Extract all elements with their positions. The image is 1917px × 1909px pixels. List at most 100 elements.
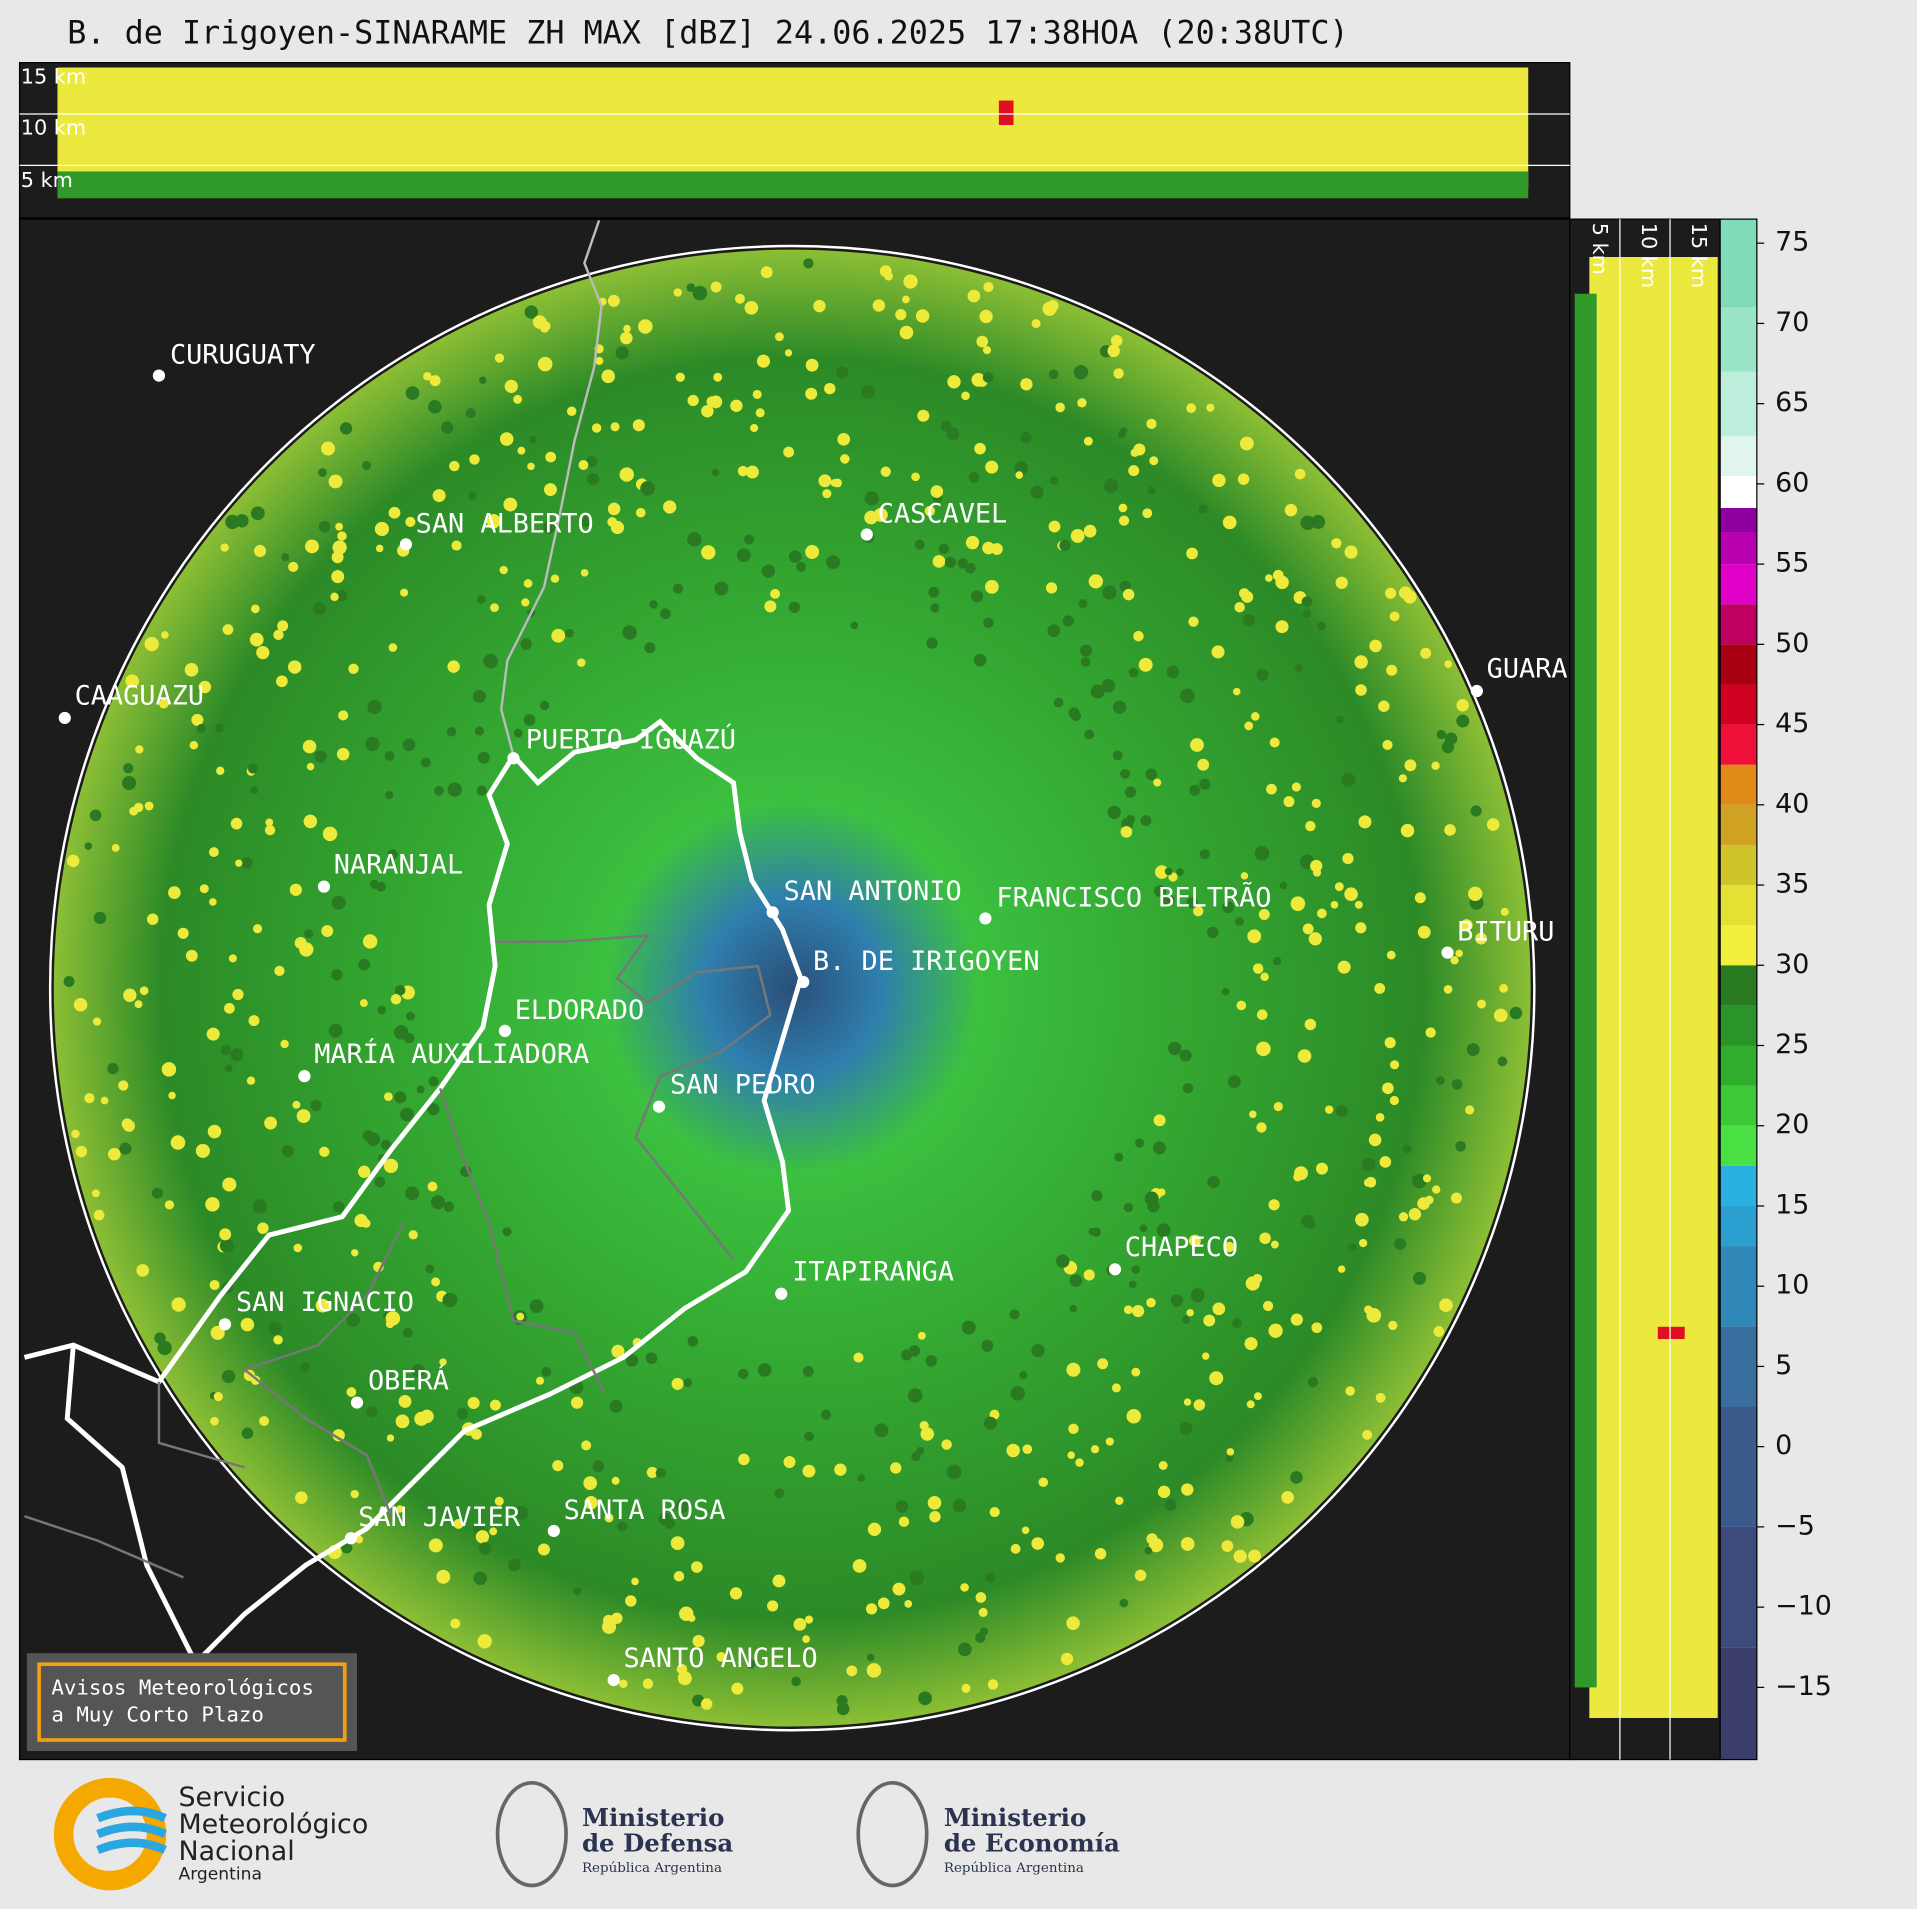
echo-speckle: [298, 1112, 308, 1123]
echo-speckle: [700, 1698, 713, 1710]
echo-speckle: [1500, 907, 1509, 916]
echo-speckle: [836, 1695, 848, 1707]
echo-speckle: [171, 1297, 186, 1312]
echo-speckle: [1031, 1537, 1045, 1550]
echo-speckle: [144, 801, 154, 811]
echo-speckle: [1363, 1178, 1373, 1187]
echo-speckle: [1468, 886, 1483, 901]
echo-speckle: [185, 949, 198, 962]
echo-speckle: [508, 1558, 521, 1572]
echo-speckle: [504, 379, 518, 393]
echo-speckle: [1305, 820, 1316, 832]
echo-speckle: [877, 1597, 890, 1610]
city-label: CHAPECO: [1125, 1232, 1238, 1263]
echo-speckle: [982, 346, 992, 355]
echo-speckle: [1134, 1138, 1145, 1148]
echo-speckle: [1053, 697, 1064, 708]
echo-speckle: [964, 562, 976, 574]
notice-box[interactable]: [26, 1653, 357, 1752]
echo-speckle: [490, 603, 499, 613]
echo-speckle: [71, 1129, 80, 1139]
echo-speckle: [89, 809, 102, 822]
echo-speckle: [1222, 901, 1234, 914]
echo-speckle: [716, 1652, 727, 1662]
echo-speckle: [802, 1366, 814, 1377]
echo-speckle: [1186, 897, 1198, 909]
echo-speckle: [476, 595, 486, 604]
echo-speckle: [280, 1039, 289, 1049]
echo-speckle: [611, 1476, 620, 1485]
echo-speckle: [1010, 1386, 1026, 1401]
echo-speckle: [1239, 588, 1250, 599]
echo-speckle: [1252, 963, 1264, 974]
city-label: CAAGUAZU: [75, 681, 204, 712]
echo-speckle: [1134, 1569, 1147, 1582]
echo-speckle: [1125, 814, 1136, 825]
echo-speckle: [1176, 868, 1184, 876]
echo-speckle: [1358, 815, 1372, 829]
echo-speckle: [333, 1201, 345, 1213]
echo-speckle: [602, 1614, 615, 1627]
echo-speckle: [1364, 1305, 1373, 1314]
echo-speckle: [1055, 1553, 1065, 1563]
echo-speckle: [199, 884, 209, 894]
echo-speckle: [738, 1453, 750, 1466]
echo-speckle: [1432, 1185, 1441, 1194]
echo-speckle: [774, 332, 784, 342]
echo-speckle: [833, 478, 842, 488]
city-label: FRANCISCO BELTRÃO: [996, 881, 1271, 913]
echo-speckle: [170, 1135, 186, 1150]
echo-speckle: [864, 491, 879, 506]
echo-speckle: [224, 1002, 235, 1014]
echo-speckle: [1062, 615, 1074, 627]
echo-speckle: [857, 1474, 865, 1482]
echo-speckle: [750, 423, 759, 433]
echo-speckle: [348, 663, 359, 674]
echo-speckle: [1020, 431, 1032, 444]
echo-speckle: [604, 1513, 614, 1523]
echo-speckle: [611, 1344, 625, 1358]
echo-speckle: [1038, 1477, 1049, 1488]
colorbar-segment: [1720, 965, 1757, 1006]
echo-speckle: [394, 984, 406, 996]
echo-speckle: [535, 1376, 544, 1385]
echo-speckle: [573, 1587, 582, 1596]
colorbar-tick-label: 20: [1775, 1109, 1809, 1140]
echo-speckle: [351, 1249, 359, 1257]
colorbar-tick-label: −5: [1775, 1510, 1815, 1541]
city-marker: [1470, 684, 1483, 698]
echo-speckle: [1266, 783, 1277, 795]
echo-speckle: [1414, 892, 1426, 904]
echo-speckle: [1444, 660, 1453, 669]
echo-speckle: [289, 883, 302, 896]
echo-speckle: [850, 621, 859, 630]
echo-speckle: [615, 346, 629, 360]
echo-speckle: [543, 521, 556, 534]
echo-speckle: [1199, 849, 1210, 860]
echo-speckle: [446, 726, 457, 737]
echo-speckle: [513, 394, 523, 404]
echo-speckle: [1128, 667, 1139, 678]
echo-speckle: [1117, 430, 1126, 439]
echo-speckle: [154, 1332, 166, 1344]
smn-logo-waves: [96, 1806, 167, 1855]
colorbar-segment: [1720, 844, 1757, 886]
echo-speckle: [1275, 620, 1289, 634]
echo-speckle: [123, 988, 137, 1002]
echo-speckle: [1330, 901, 1339, 909]
echo-speckle: [133, 802, 144, 813]
echo-speckle: [714, 581, 729, 596]
city-marker: [797, 975, 810, 989]
echo-speckle: [1290, 1313, 1303, 1326]
echo-speckle: [93, 911, 107, 925]
echo-speckle: [252, 924, 263, 934]
echo-speckle: [1389, 1095, 1399, 1106]
echo-speckle: [376, 882, 386, 892]
echo-speckle: [537, 356, 553, 372]
echo-speckle: [1369, 639, 1382, 653]
echo-speckle: [1244, 1337, 1258, 1351]
echo-speckle: [1031, 319, 1041, 329]
echo-speckle: [1265, 574, 1273, 582]
echo-speckle: [1140, 815, 1152, 827]
echo-speckle: [503, 497, 518, 512]
